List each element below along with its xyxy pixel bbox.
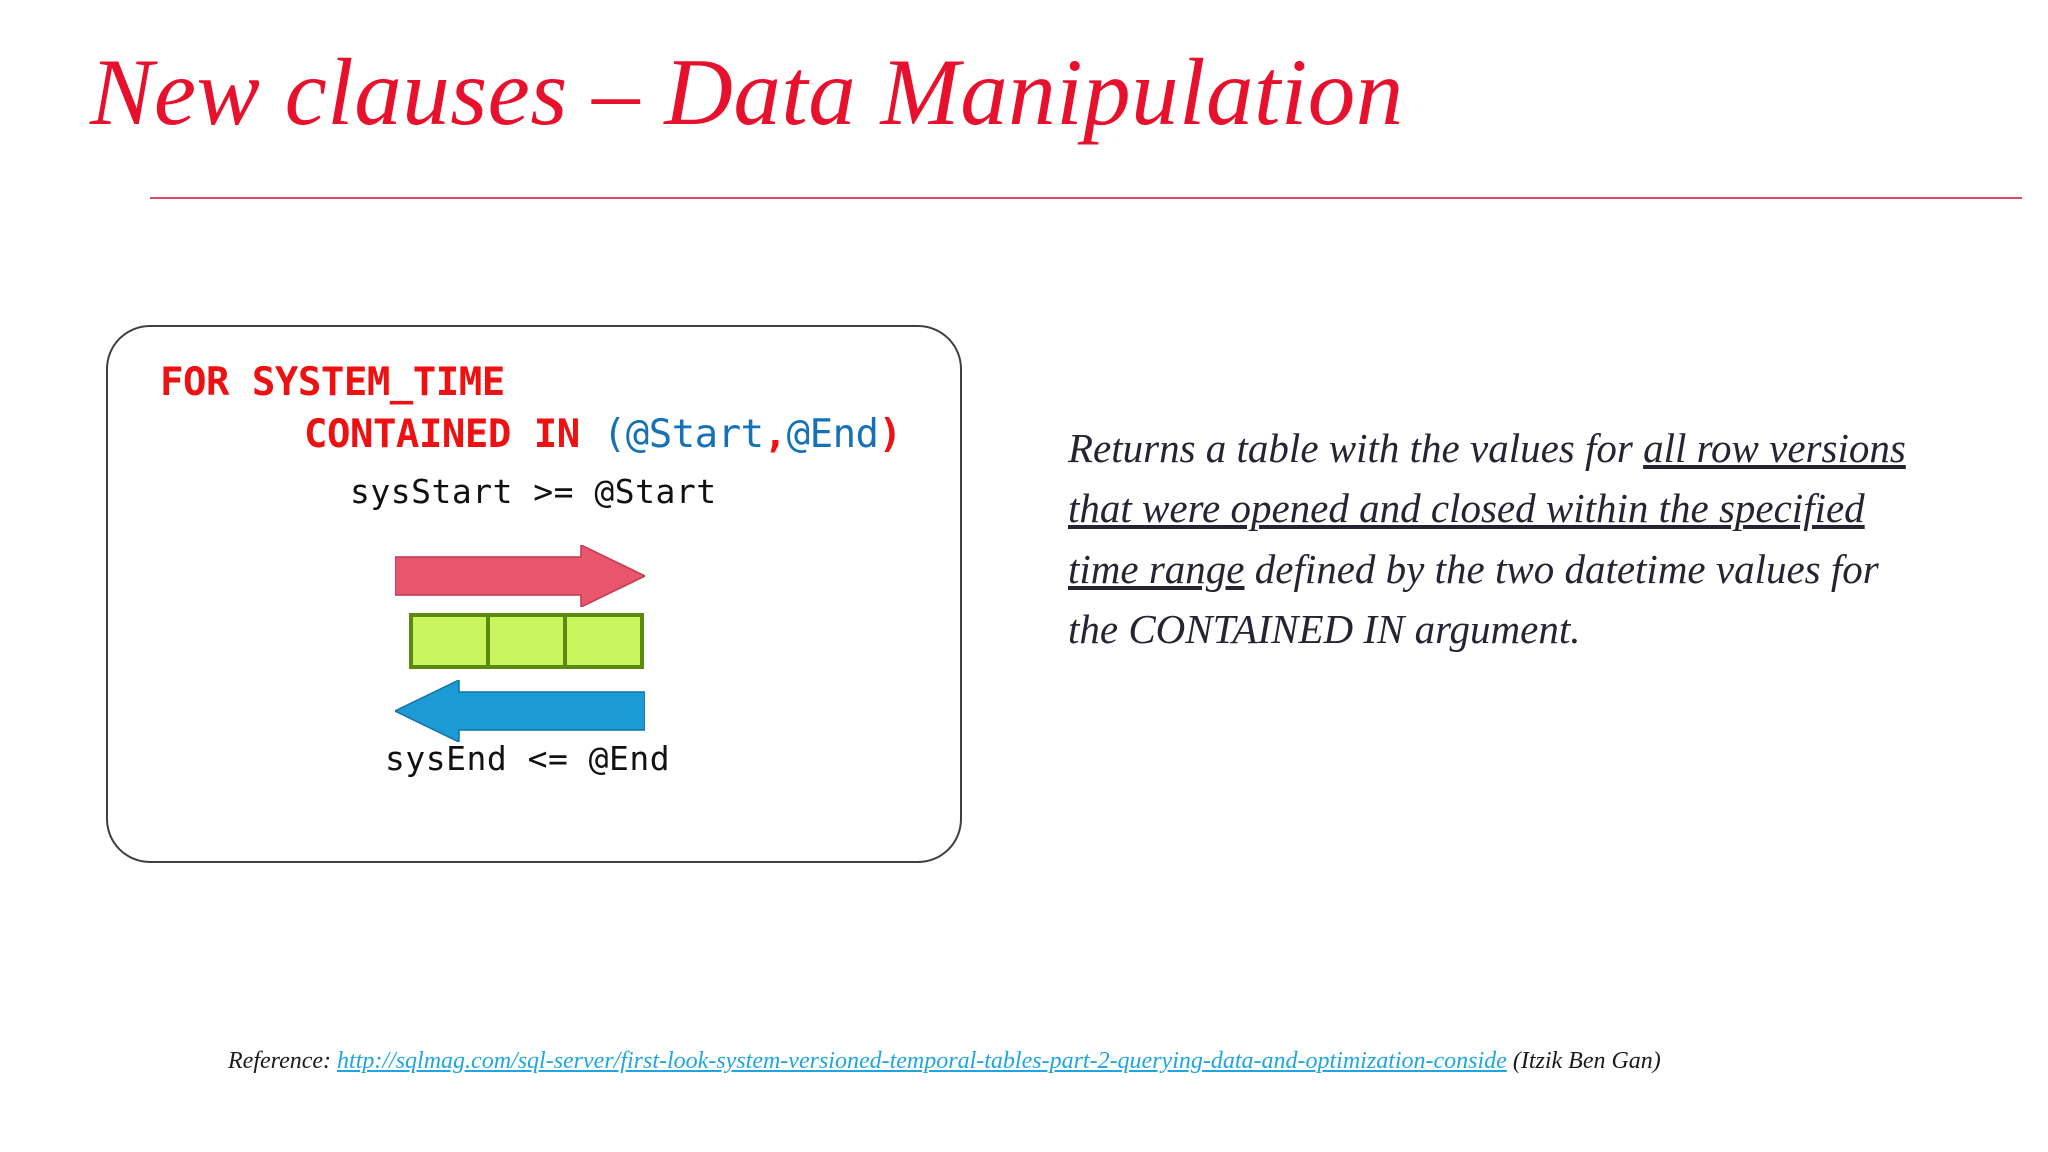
sys-end-condition-label: sysEnd <= @End bbox=[385, 739, 671, 778]
code-line-for-system-time: FOR SYSTEM_TIME bbox=[160, 360, 505, 405]
code-comma: , bbox=[763, 412, 787, 457]
reference-author: (Itzik Ben Gan) bbox=[1506, 1048, 1661, 1074]
description-part-1: Returns a table with the values for bbox=[1068, 425, 1644, 471]
sys-start-condition-label: sysStart >= @Start bbox=[350, 472, 717, 511]
reference-link[interactable]: http://sqlmag.com/sql-server/first-look-… bbox=[337, 1048, 1507, 1074]
code-open-paren: ( bbox=[602, 412, 626, 457]
code-variable-start: @Start bbox=[625, 412, 764, 457]
title-divider bbox=[150, 197, 2022, 199]
code-line-contained-in: CONTAINED IN (@Start,@End) bbox=[304, 412, 902, 457]
code-variable-end: @End bbox=[786, 412, 879, 457]
row-version-cell bbox=[486, 617, 563, 665]
row-version-cell bbox=[563, 617, 640, 665]
description-underlined-clause: all row versions that were opened and cl… bbox=[1068, 425, 1906, 592]
reference-footer: Reference: http://sqlmag.com/sql-server/… bbox=[228, 1048, 1661, 1075]
reference-label: Reference: bbox=[228, 1048, 338, 1074]
code-keyword-contained-in: CONTAINED IN bbox=[304, 412, 603, 457]
end-boundary-arrow-icon bbox=[395, 680, 645, 742]
description-paragraph: Returns a table with the values for all … bbox=[1068, 418, 1938, 659]
row-version-boxes bbox=[409, 613, 644, 669]
page-title: New clauses – Data Manipulation bbox=[90, 39, 1404, 145]
description-part-2: defined by the two datetime values for t… bbox=[1068, 545, 1879, 652]
code-close-paren: ) bbox=[878, 412, 902, 457]
row-version-cell bbox=[413, 617, 486, 665]
start-boundary-arrow-icon bbox=[395, 545, 645, 607]
